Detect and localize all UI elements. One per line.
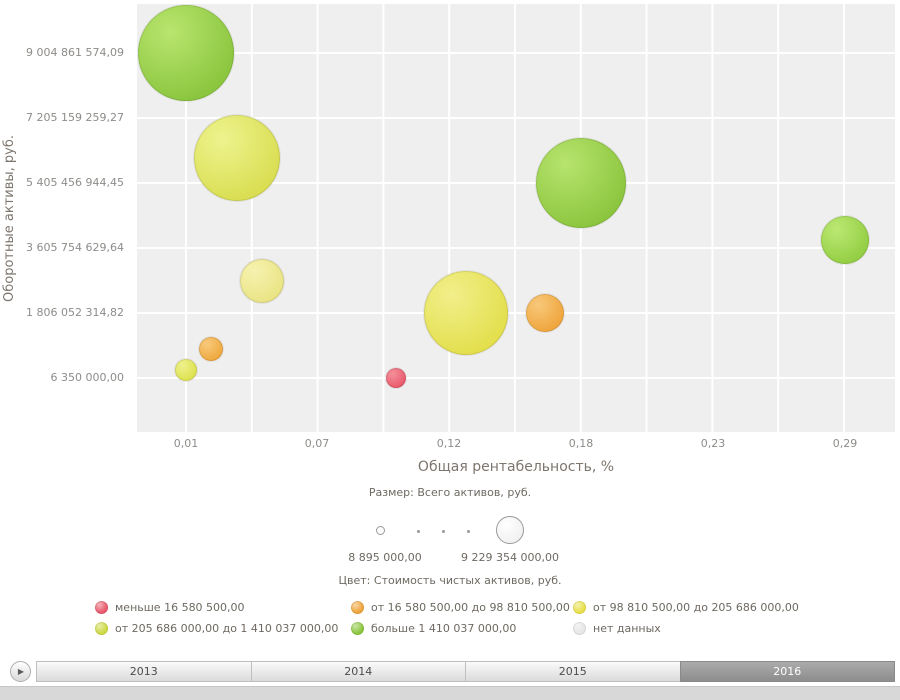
color-legend-item: от 98 810 500,00 до 205 686 000,00 bbox=[573, 601, 865, 614]
legend-swatch-icon bbox=[573, 601, 586, 614]
x-tick-label: 0,07 bbox=[304, 437, 330, 450]
bubble[interactable] bbox=[199, 337, 223, 361]
color-legend-title: Цвет: Стоимость чистых активов, руб. bbox=[338, 574, 562, 587]
bubble[interactable] bbox=[821, 216, 869, 264]
timeline-year-2014[interactable]: 2014 bbox=[250, 661, 466, 682]
bubble[interactable] bbox=[175, 359, 197, 381]
y-tick-label: 1 806 052 314,82 bbox=[26, 306, 124, 319]
bubble[interactable] bbox=[386, 368, 406, 388]
size-legend-min-circle-icon bbox=[376, 526, 385, 535]
legend-label: меньше 16 580 500,00 bbox=[115, 601, 245, 614]
y-tick-label: 9 004 861 574,09 bbox=[26, 46, 124, 59]
x-tick-label: 0,29 bbox=[832, 437, 858, 450]
color-legend-item: от 16 580 500,00 до 98 810 500,00 bbox=[351, 601, 573, 614]
x-tick-label: 0,01 bbox=[173, 437, 199, 450]
x-tick-label: 0,12 bbox=[436, 437, 462, 450]
legend-label: больше 1 410 037 000,00 bbox=[371, 622, 517, 635]
x-tick-label: 0,18 bbox=[568, 437, 594, 450]
bubble[interactable] bbox=[424, 271, 508, 355]
legend-label: от 16 580 500,00 до 98 810 500,00 bbox=[371, 601, 570, 614]
bubble[interactable] bbox=[526, 294, 564, 332]
color-legend-item: нет данных bbox=[573, 622, 865, 635]
color-legend-item: больше 1 410 037 000,00 bbox=[351, 622, 573, 635]
timeline-year-2013[interactable]: 2013 bbox=[36, 661, 252, 682]
bubble[interactable] bbox=[138, 5, 234, 101]
size-legend-dot-icon bbox=[417, 530, 420, 533]
size-legend-max-label: 9 229 354 000,00 bbox=[461, 551, 559, 564]
legend-swatch-icon bbox=[95, 622, 108, 635]
bubble[interactable] bbox=[240, 259, 284, 303]
timeline: 2013 2014 2015 2016 bbox=[36, 661, 895, 682]
color-legend: меньше 16 580 500,00 от 16 580 500,00 до … bbox=[95, 601, 865, 635]
timeline-slider-track[interactable] bbox=[0, 686, 900, 700]
size-legend-title: Размер: Всего активов, руб. bbox=[368, 486, 532, 499]
timeline-year-2016[interactable]: 2016 bbox=[679, 661, 895, 682]
play-icon: ▶ bbox=[17, 667, 25, 676]
legend-swatch-icon bbox=[95, 601, 108, 614]
x-axis-title: Общая рентабельность, % bbox=[417, 459, 615, 475]
size-legend-dot-icon bbox=[467, 530, 470, 533]
x-tick-label: 0,23 bbox=[700, 437, 726, 450]
play-button[interactable]: ▶ bbox=[10, 661, 31, 682]
color-legend-item: от 205 686 000,00 до 1 410 037 000,00 bbox=[95, 622, 351, 635]
bubble[interactable] bbox=[536, 138, 626, 228]
y-tick-label: 6 350 000,00 bbox=[50, 371, 124, 384]
y-tick-label: 7 205 159 259,27 bbox=[26, 111, 124, 124]
timeline-year-2015[interactable]: 2015 bbox=[465, 661, 681, 682]
legend-label: от 98 810 500,00 до 205 686 000,00 bbox=[593, 601, 799, 614]
legend-swatch-icon bbox=[351, 601, 364, 614]
y-tick-label: 5 405 456 944,45 bbox=[26, 176, 124, 189]
bubble[interactable] bbox=[194, 115, 280, 201]
legend-swatch-icon bbox=[573, 622, 586, 635]
size-legend-max-circle-icon bbox=[496, 516, 524, 544]
y-axis-title: Оборотные активы, руб. bbox=[2, 134, 17, 302]
size-legend-min-label: 8 895 000,00 bbox=[348, 551, 422, 564]
legend-label: от 205 686 000,00 до 1 410 037 000,00 bbox=[115, 622, 339, 635]
color-legend-item: меньше 16 580 500,00 bbox=[95, 601, 351, 614]
y-tick-label: 3 605 754 629,64 bbox=[26, 241, 124, 254]
size-legend-scale bbox=[370, 515, 530, 545]
legend-swatch-icon bbox=[351, 622, 364, 635]
plot-area bbox=[137, 4, 895, 432]
legend-label: нет данных bbox=[593, 622, 661, 635]
size-legend-dot-icon bbox=[442, 530, 445, 533]
